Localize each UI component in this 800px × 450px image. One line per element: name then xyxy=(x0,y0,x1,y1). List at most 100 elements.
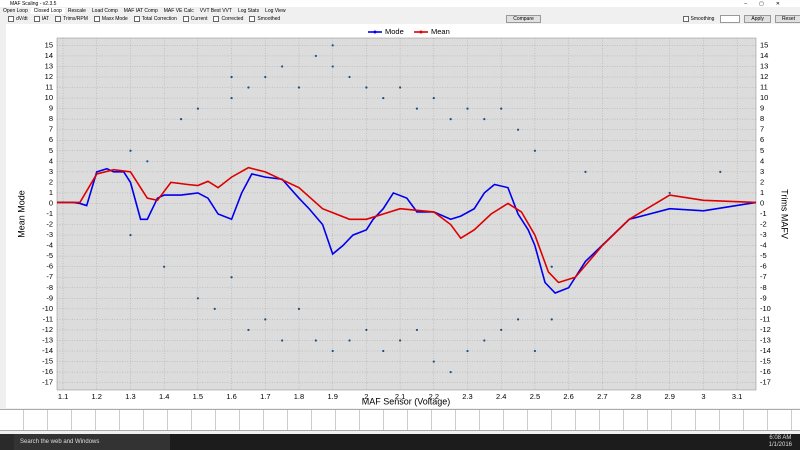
y2-tick-label: -3 xyxy=(760,230,767,239)
y2-tick-label: 8 xyxy=(760,114,764,123)
option-checkbox[interactable]: Smoothed xyxy=(249,16,280,22)
chart: MAF Sensor (Voltage) Mean Mode Trims MAF… xyxy=(6,24,800,408)
y-tick-label: -16 xyxy=(42,367,53,376)
scatter-point xyxy=(348,75,351,79)
y2-tick-label: 2 xyxy=(760,177,764,186)
legend-marker xyxy=(373,30,377,34)
scatter-point xyxy=(432,96,435,100)
data-table xyxy=(0,409,800,431)
scatter-point xyxy=(230,96,233,100)
scatter-point xyxy=(550,318,553,321)
x-tick-label: 2.9 xyxy=(665,392,675,401)
search-box[interactable]: Search the web and Windows xyxy=(14,434,170,450)
scatter-point xyxy=(196,107,199,110)
y2-tick-label: -5 xyxy=(760,251,767,260)
option-checkbox[interactable]: dV/dt xyxy=(8,16,28,22)
tab[interactable]: Log Stats xyxy=(237,7,260,14)
series-line xyxy=(57,167,757,294)
legend-label: Mode xyxy=(385,27,404,36)
scatter-point xyxy=(415,107,419,110)
y-tick-label: 2 xyxy=(49,177,53,186)
smoothing-select[interactable] xyxy=(720,15,741,23)
option-label: Maxx Mode xyxy=(101,16,128,22)
scatter-point xyxy=(230,75,233,79)
x-tick-label: 2.6 xyxy=(563,392,573,401)
x-tick-label: 2.7 xyxy=(597,392,607,401)
option-checkbox[interactable]: Trims/RPM xyxy=(55,16,88,22)
scatter-point xyxy=(550,265,553,268)
window-controls[interactable]: –▢✕ xyxy=(744,0,792,7)
tab[interactable]: MAF IAT Comp xyxy=(123,7,158,14)
option-checkbox[interactable]: Corrected xyxy=(213,16,243,22)
date: 1/1/2016 xyxy=(768,442,792,448)
scatter-point xyxy=(230,276,233,279)
option-checkbox[interactable]: Total Correction xyxy=(133,16,177,22)
tab[interactable]: VVT Best VVT xyxy=(199,7,232,14)
x-tick-label: 1.7 xyxy=(260,392,270,401)
scatter-point xyxy=(668,191,671,195)
checkbox xyxy=(249,16,256,22)
scatter-point xyxy=(129,149,132,152)
smoothing-label: Smoothing xyxy=(690,16,715,22)
title-bar: MAF Scaling - v2.3.5 –▢✕ xyxy=(0,0,800,7)
checkbox xyxy=(8,16,14,22)
smoothing-checkbox[interactable]: Smoothing xyxy=(682,16,715,22)
y2-tick-label: 9 xyxy=(760,104,764,113)
scatter-point xyxy=(179,118,183,121)
tab[interactable]: Load Comp xyxy=(91,7,118,14)
x-tick-label: 2.5 xyxy=(530,392,540,401)
y2-tick-label: -11 xyxy=(760,314,770,323)
tab[interactable]: Open Loop xyxy=(3,7,28,14)
tab[interactable]: Closed Loop xyxy=(30,7,65,14)
y2-tick-label: 10 xyxy=(760,93,768,102)
y-tick-label: -2 xyxy=(46,220,53,229)
scatter-point xyxy=(500,107,503,110)
option-label: Smoothed xyxy=(257,16,281,22)
option-checkbox[interactable]: IAT xyxy=(33,16,50,22)
y2-tick-label: 13 xyxy=(760,61,768,70)
scatter-point xyxy=(365,86,368,89)
scatter-point xyxy=(348,339,351,342)
option-checkbox[interactable]: Maxx Mode xyxy=(93,16,128,22)
reset-button[interactable]: Reset xyxy=(774,15,800,23)
apply-button[interactable]: Apply xyxy=(744,15,771,23)
y-tick-label: -6 xyxy=(46,262,53,271)
start-button[interactable] xyxy=(0,434,14,450)
y-tick-label: 14 xyxy=(45,51,53,60)
scatter-point xyxy=(516,318,520,321)
y2-tick-label: -4 xyxy=(760,241,767,250)
clock[interactable]: 6:08 AM 1/1/2016 xyxy=(769,435,792,449)
tab-bar: Open Loop Closed Loop Rescale Load Comp MAF … xyxy=(0,7,800,14)
y-tick-label: 9 xyxy=(49,104,53,113)
scatter-point xyxy=(331,65,334,68)
y-tick-label: 11 xyxy=(45,83,53,92)
compare-button[interactable]: Compare xyxy=(506,15,541,23)
checkbox xyxy=(93,16,100,22)
scatter-point xyxy=(331,44,334,47)
option-checkbox[interactable]: Current xyxy=(182,16,207,22)
scatter-point xyxy=(281,339,284,342)
y-tick-label: -14 xyxy=(42,346,53,355)
y-tick-label: -15 xyxy=(42,357,53,366)
y-tick-label: -7 xyxy=(46,272,53,281)
y-tick-label: 6 xyxy=(49,135,53,144)
y2-tick-label: -8 xyxy=(760,283,767,292)
y2-tick-label: -17 xyxy=(760,378,771,387)
y2-tick-label: 14 xyxy=(760,51,768,60)
y-tick-label: -11 xyxy=(43,314,53,323)
option-label: dV/dt xyxy=(16,16,28,22)
scatter-point xyxy=(297,86,301,89)
tab[interactable]: MAF VE Calc xyxy=(163,7,194,14)
scatter-point xyxy=(483,118,486,121)
tab[interactable]: Log View xyxy=(265,7,286,14)
y2-tick-label: -9 xyxy=(760,293,767,302)
x-tick-label: 1.1 xyxy=(58,392,68,401)
option-label: IAT xyxy=(41,16,50,22)
y-tick-label: 10 xyxy=(45,93,53,102)
y-tick-label: 1 xyxy=(49,188,53,197)
scatter-point xyxy=(415,328,419,332)
tab[interactable]: Rescale xyxy=(67,7,86,14)
scatter-point xyxy=(129,233,132,237)
x-tick-label: 3.1 xyxy=(732,392,742,401)
y2-tick-label: -14 xyxy=(760,346,771,355)
